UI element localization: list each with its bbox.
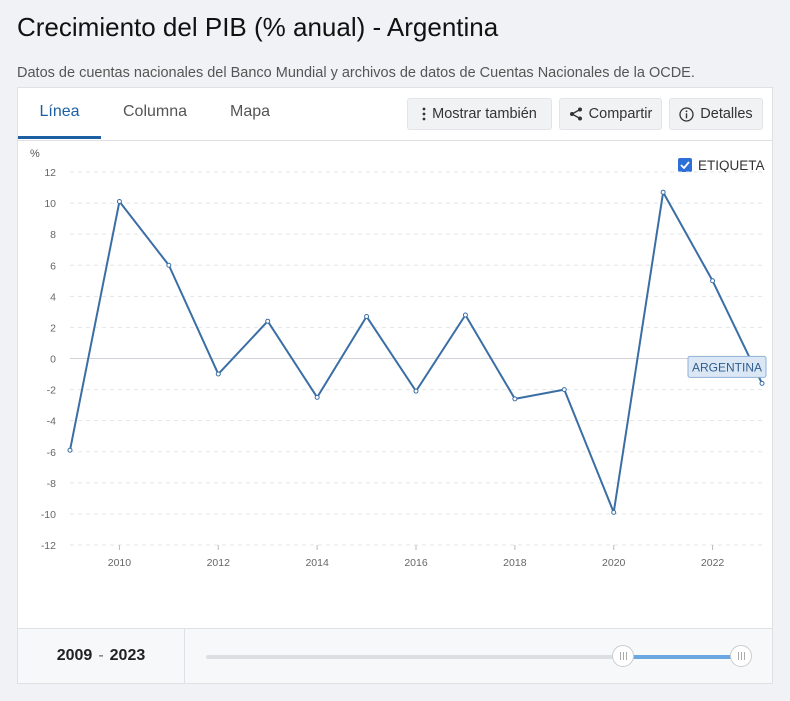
label-toggle-text: ETIQUETA [698, 157, 765, 173]
chart-grid [70, 171, 762, 546]
y-axis-ticks: 12 10 8 6 4 2 0 -2 -4 -6 -8 -10 -12 [41, 167, 56, 552]
line-chart: 12 10 8 6 4 2 0 -2 -4 -6 -8 -10 -12 2010 2012 2014 2016… [30, 148, 767, 569]
checkbox-checked-icon[interactable] [678, 158, 692, 172]
range-handle-end[interactable] [730, 645, 752, 667]
range-slider-track[interactable] [206, 655, 741, 659]
tab-columna[interactable]: Columna [122, 103, 188, 120]
chart-panel: Línea Columna Mapa Mostrar también Compa… [17, 87, 773, 629]
show-also-label: Mostrar también [432, 106, 537, 122]
data-point[interactable] [660, 189, 666, 195]
y-axis-label: % [30, 148, 40, 160]
x-tick-label: 2016 [404, 557, 428, 569]
data-point[interactable] [265, 318, 271, 324]
range-start: 2009 [56, 647, 93, 664]
series-label-text: ARGENTINA [692, 360, 762, 374]
page-subtitle: Datos de cuentas nacionales del Banco Mu… [17, 65, 695, 81]
data-point[interactable] [215, 371, 221, 377]
x-tick-label: 2012 [207, 557, 231, 569]
range-slider-fill [623, 655, 741, 659]
y-tick-label: 10 [44, 198, 56, 210]
y-tick-label: 8 [50, 229, 56, 241]
share-icon [569, 107, 583, 121]
tab-mapa[interactable]: Mapa [229, 103, 271, 120]
data-point[interactable] [759, 380, 765, 386]
data-point[interactable] [561, 387, 567, 393]
page-title: Crecimiento del PIB (% anual) - Argentin… [17, 12, 499, 42]
info-icon [679, 106, 694, 122]
x-tick-label: 2018 [503, 557, 527, 569]
range-end: 2023 [109, 647, 146, 664]
y-tick-label: 12 [44, 167, 56, 179]
y-tick-label: -12 [41, 540, 56, 552]
y-tick-label: -6 [47, 447, 56, 459]
data-point[interactable] [166, 262, 172, 268]
show-also-button[interactable]: Mostrar también [407, 98, 552, 130]
data-point[interactable] [413, 388, 419, 394]
x-tick-label: 2022 [701, 557, 725, 569]
range-handle-start[interactable] [612, 645, 634, 667]
share-label: Compartir [588, 106, 653, 122]
share-button[interactable]: Compartir [559, 98, 662, 130]
tab-linea[interactable]: Línea [18, 88, 101, 139]
x-tick-label: 2020 [602, 557, 626, 569]
y-tick-label: 4 [50, 291, 56, 303]
more-vertical-icon [422, 107, 426, 121]
details-label: Detalles [700, 106, 753, 122]
data-point[interactable] [462, 312, 468, 318]
view-tabs: Línea Columna Mapa Mostrar también Compa… [18, 88, 772, 141]
y-tick-label: -10 [41, 509, 56, 521]
x-tick-label: 2010 [108, 557, 132, 569]
time-range-bar: 2009 - 2023 [17, 629, 773, 684]
series-label-box [687, 355, 767, 378]
x-axis-ticks: 2010 2012 2014 2016 2018 2020 2022 [108, 545, 725, 569]
range-separator: - [98, 647, 104, 664]
series-line [69, 191, 763, 514]
y-tick-label: -8 [47, 478, 56, 490]
label-toggle[interactable]: ETIQUETA [678, 156, 765, 174]
details-button[interactable]: Detalles [669, 98, 763, 130]
data-point[interactable] [710, 278, 716, 284]
y-tick-label: -2 [47, 385, 56, 397]
data-point[interactable] [67, 447, 73, 453]
data-point[interactable] [611, 509, 617, 515]
series-argentina [67, 189, 765, 515]
data-point[interactable] [116, 199, 122, 205]
data-point[interactable] [314, 394, 320, 400]
y-tick-label: 6 [50, 260, 56, 272]
series-label-argentina: ARGENTINA [687, 355, 767, 378]
y-tick-label: 0 [50, 354, 56, 366]
year-range: 2009 - 2023 [18, 629, 185, 683]
data-point[interactable] [512, 396, 518, 402]
y-tick-label: 2 [50, 322, 56, 334]
data-point[interactable] [364, 314, 370, 320]
x-tick-label: 2014 [305, 557, 329, 569]
y-tick-label: -4 [47, 416, 56, 428]
